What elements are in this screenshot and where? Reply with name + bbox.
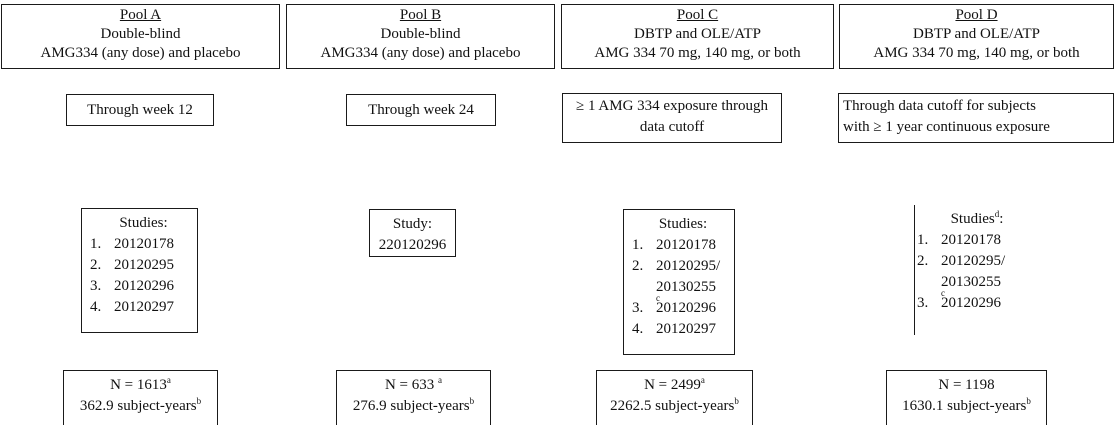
pool-b-design: Double-blind	[380, 26, 461, 42]
list-item: 2. 20120295/ 20130255 c	[632, 258, 721, 303]
pool-d-period-line1: Through data cutoff for subjects	[843, 98, 1037, 114]
pool-b-n: N = 633 a	[384, 375, 443, 394]
list-item: 1. 20120178	[90, 236, 174, 252]
pool-b-studies: Study: 220120296	[369, 209, 456, 257]
pool-d-title: Pool D	[955, 7, 998, 23]
list-item: 2. 20120295	[90, 257, 174, 273]
pool-c-period: ≥ 1 AMG 334 exposure through data cutoff	[562, 93, 782, 143]
pool-d-studies-heading: Studiesd:	[950, 209, 1004, 228]
pool-b-header: Pool B Double-blind AMG334 (any dose) an…	[286, 4, 555, 69]
pool-a-header: Pool A Double-blind AMG334 (any dose) an…	[1, 4, 280, 69]
pool-c-studies-heading: Studies:	[658, 216, 708, 232]
pool-a-design: Double-blind	[100, 26, 181, 42]
list-item: 4. 20120297	[90, 299, 174, 315]
pool-b-subject-years: 276.9 subject-yearsb	[352, 396, 475, 415]
pool-c-studies: Studies: 1. 20120178 2. 20120295/ 201302…	[623, 209, 735, 355]
list-item: 3. 20120296	[632, 300, 716, 316]
pool-a-count: N = 1613a 362.9 subject-yearsb	[63, 370, 218, 425]
pool-b-period: Through week 24	[346, 94, 496, 126]
pool-a-studies: Studies: 1. 20120178 2. 20120295 3. 2012…	[81, 208, 198, 333]
pool-a-n: N = 1613a	[110, 375, 171, 394]
pool-d-design: DBTP and OLE/ATP	[913, 26, 1040, 42]
pool-c-n: N = 2499a	[644, 375, 705, 394]
pool-d-n: N = 1198	[938, 377, 995, 393]
pool-a-title: Pool A	[119, 7, 162, 23]
list-item: 3. 20120296	[90, 278, 174, 294]
pool-c-design: DBTP and OLE/ATP	[634, 26, 761, 42]
pool-a-treatment: AMG334 (any dose) and placebo	[40, 45, 241, 61]
pool-d-count: N = 1198 1630.1 subject-yearsb	[886, 370, 1047, 425]
pool-c-count: N = 2499a 2262.5 subject-yearsb	[596, 370, 753, 425]
pool-c-subject-years: 2262.5 subject-yearsb	[610, 396, 739, 415]
pool-c-header: Pool C DBTP and OLE/ATP AMG 334 70 mg, 1…	[561, 4, 834, 69]
pool-a-period: Through week 12	[66, 94, 214, 126]
list-item: 1. 20120178	[917, 232, 1001, 248]
pool-a-studies-heading: Studies:	[119, 215, 168, 231]
pool-d-period: Through data cutoff for subjects with ≥ …	[838, 93, 1114, 143]
list-item: 4. 20120297	[632, 321, 716, 337]
pool-c-treatment: AMG 334 70 mg, 140 mg, or both	[594, 45, 801, 61]
pool-b-count: N = 633 a 276.9 subject-yearsb	[336, 370, 491, 425]
list-item: 3. 20120296	[917, 295, 1001, 311]
pool-b-study-id: 220120296	[378, 237, 447, 253]
pool-b-studies-heading: Study:	[392, 216, 433, 232]
list-item: 2. 20120295/ 20130255 c	[917, 253, 1006, 298]
pool-a-subject-years: 362.9 subject-yearsb	[79, 396, 202, 415]
pool-b-treatment: AMG334 (any dose) and placebo	[320, 45, 521, 61]
pool-d-subject-years: 1630.1 subject-yearsb	[902, 396, 1031, 415]
pool-d-header: Pool D DBTP and OLE/ATP AMG 334 70 mg, 1…	[839, 4, 1114, 69]
pool-a-period-text: Through week 12	[87, 102, 193, 118]
pool-b-title: Pool B	[399, 7, 442, 23]
pool-c-period-line1: ≥ 1 AMG 334 exposure through	[576, 98, 768, 114]
list-item: 1. 20120178	[632, 237, 716, 253]
pool-c-period-line2: data cutoff	[639, 119, 705, 135]
pool-c-title: Pool C	[676, 7, 719, 23]
pool-d-period-line2: with ≥ 1 year continuous exposure	[843, 119, 1050, 135]
pool-d-treatment: AMG 334 70 mg, 140 mg, or both	[873, 45, 1080, 61]
pool-d-studies: Studiesd: 1. 20120178 2. 20120295/ 20130…	[914, 205, 1037, 335]
pool-b-period-text: Through week 24	[368, 102, 474, 118]
